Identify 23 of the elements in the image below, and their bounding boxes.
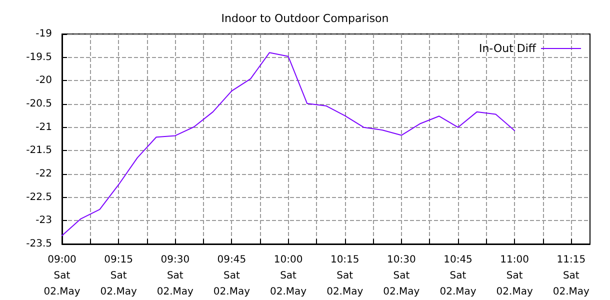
x-tick-label: 10:15 Sat 02.May [326,254,364,298]
x-tick-label: 09:30 Sat 02.May [156,254,194,298]
y-tick-label: -23.5 [26,238,52,250]
y-tick-label: -23 [36,215,52,226]
y-tick-label: -21.5 [26,145,52,156]
y-tick-label: -22 [36,168,52,180]
y-tick-label: -20 [36,75,52,86]
y-tick-label: -19 [36,28,52,40]
x-tick-label: 10:30 Sat 02.May [383,254,420,298]
y-tick-label: -21 [36,122,52,133]
y-tick-label: -19.5 [26,52,52,63]
y-tick-label: -22.5 [26,192,52,203]
chart-title: Indoor to Outdoor Comparison [221,12,389,25]
legend-label: In-Out Diff [478,42,536,55]
y-tick-label: -20.5 [26,98,52,110]
x-tick-label: 09:45 Sat 02.May [213,254,250,298]
line-series [62,52,516,236]
x-tick-label: 10:45 Sat 02.May [440,254,476,298]
x-tick-label: 10:00 Sat 02.May [270,254,307,298]
x-tick-label: 09:15 Sat 02.May [100,254,137,298]
x-tick-label: 11:00 Sat 02.May [496,254,533,298]
x-tick-label: 11:15 Sat 02.May [552,254,590,298]
x-tick-label: 09:00 Sat 02.May [44,254,80,298]
